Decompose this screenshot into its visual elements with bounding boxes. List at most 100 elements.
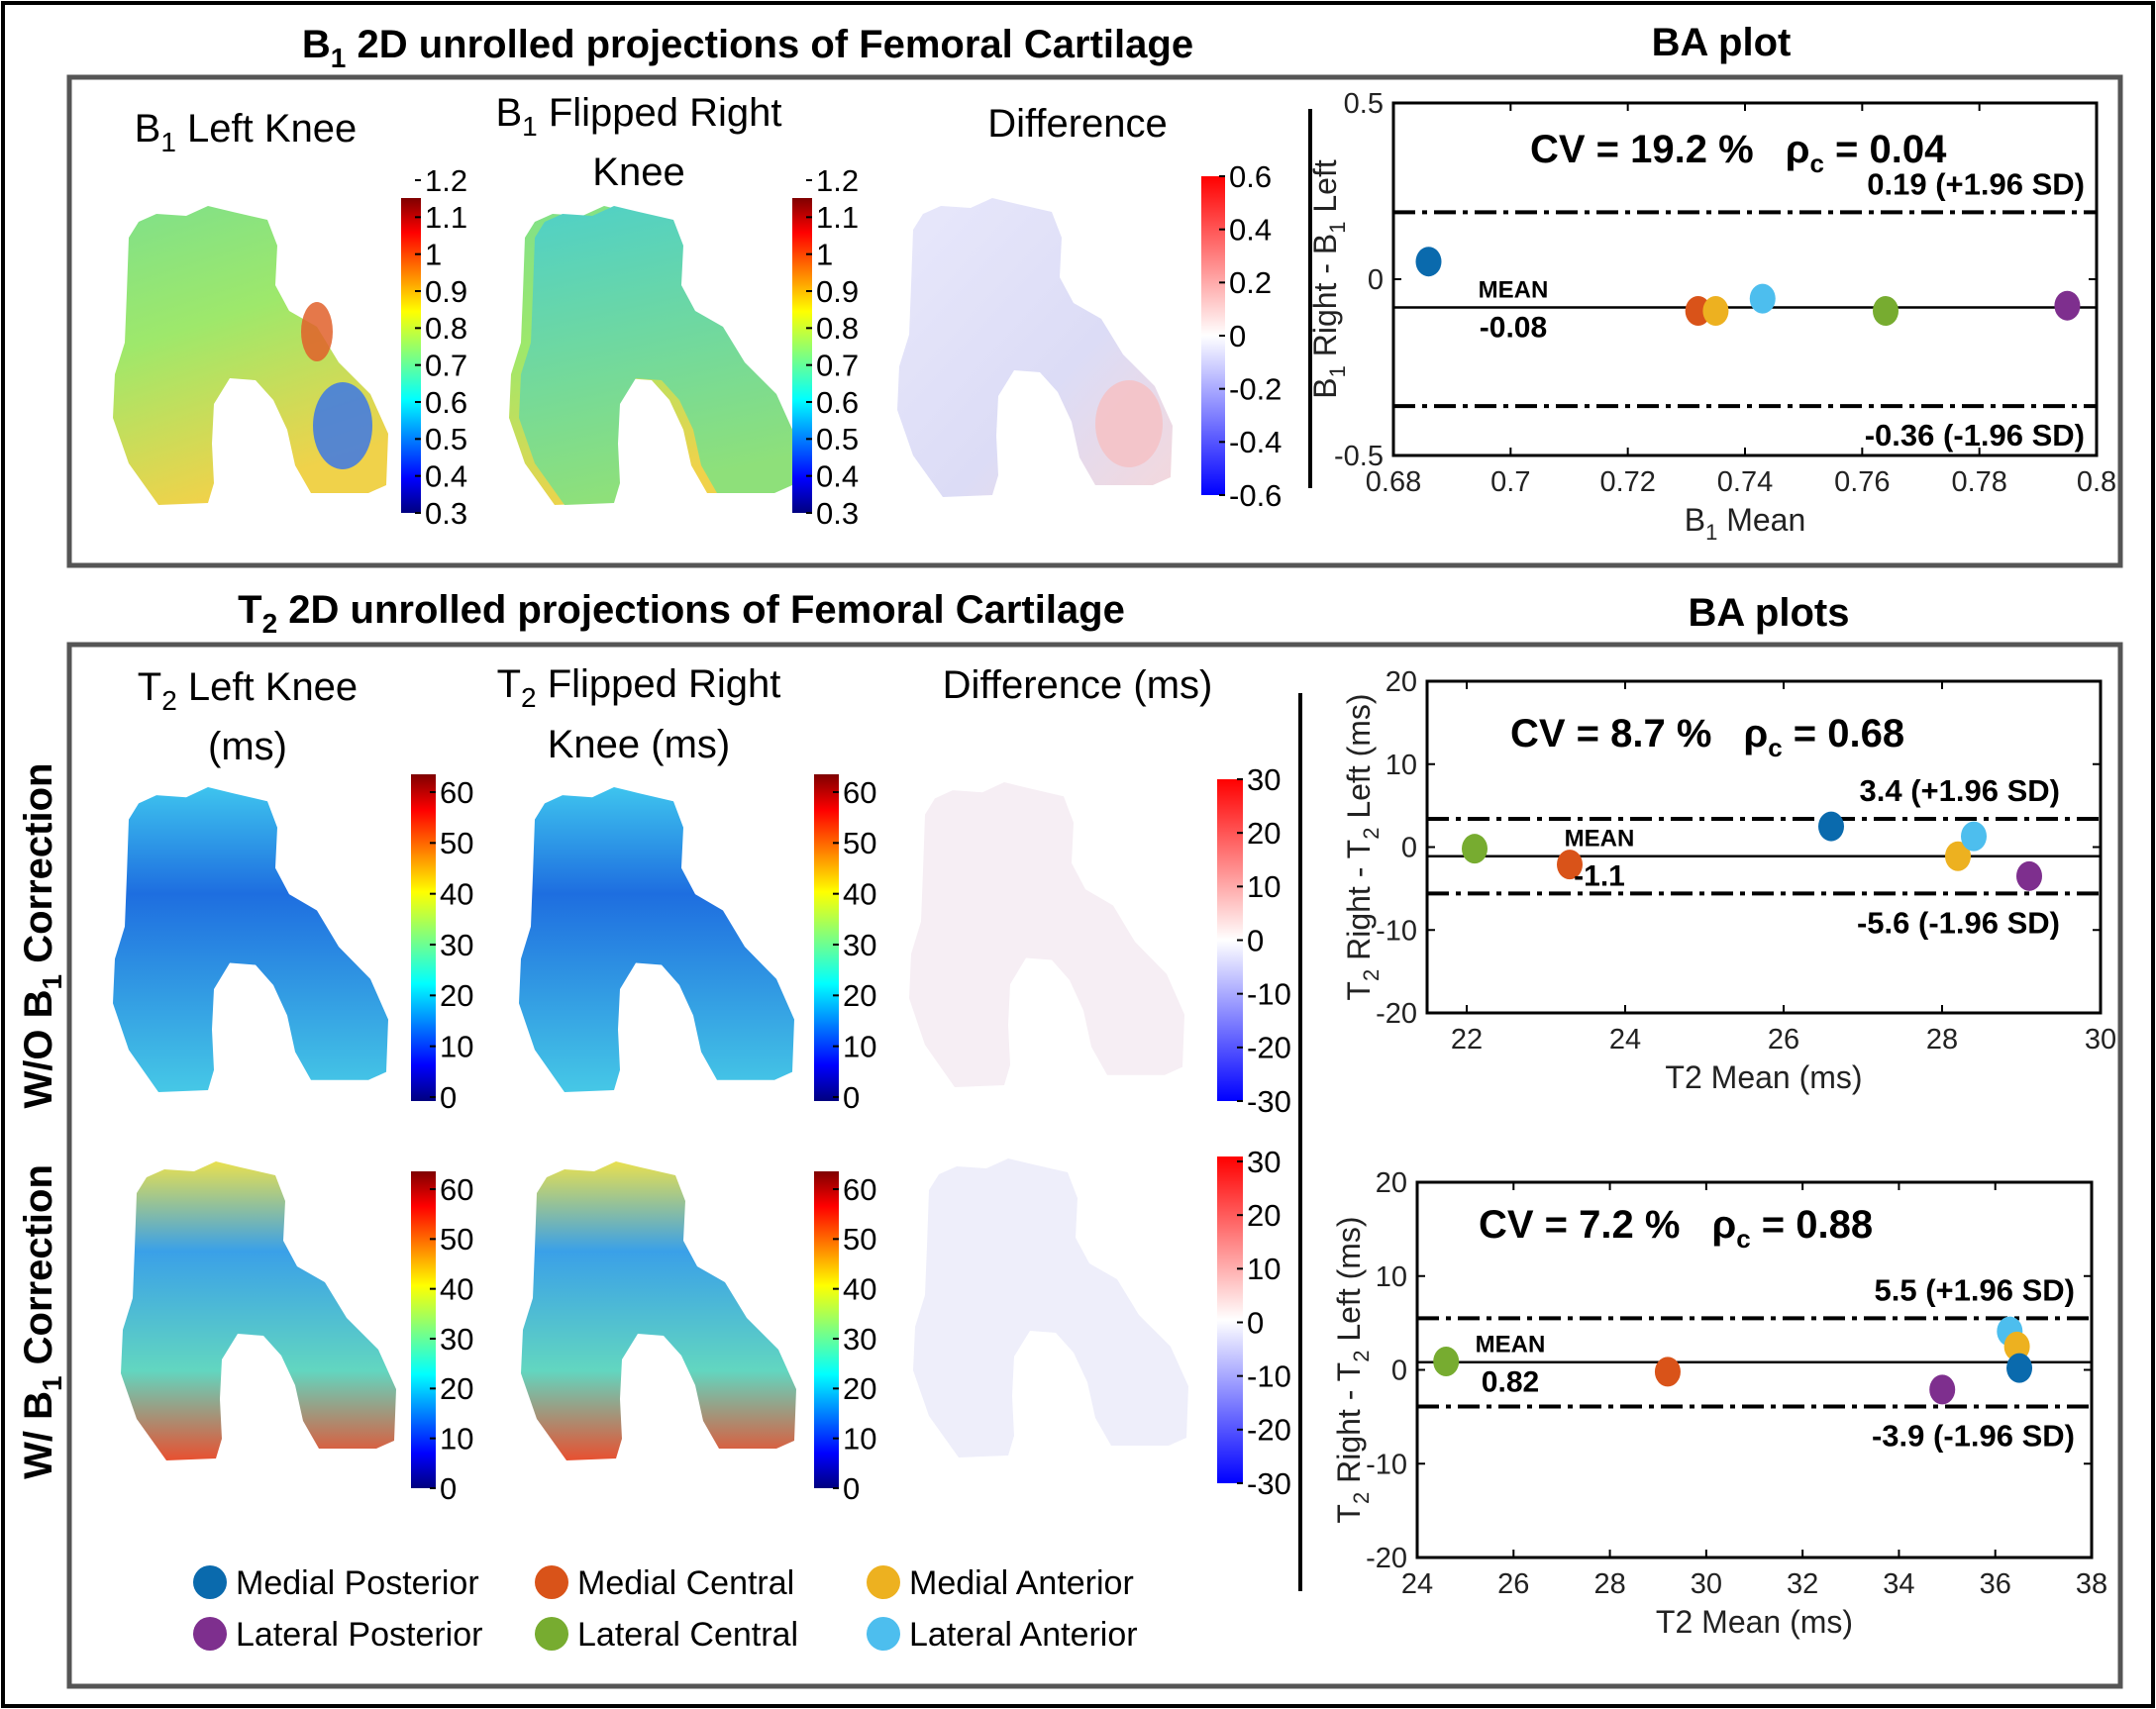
- ba-t2-wo-point: [1462, 834, 1488, 864]
- row-label-with-correction: W/ B1 Correction: [17, 1164, 67, 1479]
- cbar-t2-left-wo-tick-label: 10: [440, 1030, 473, 1064]
- cbar-b1-diff-tick-label: -0.2: [1229, 372, 1282, 407]
- cbar-b1-right-tick-label: 0.7: [816, 349, 859, 383]
- cbar-b1-diff-tick-label: 0.6: [1229, 159, 1272, 194]
- ba-t2-wo-xtick-label: 30: [2085, 1024, 2116, 1056]
- knee-map-t2-right-w: [521, 1161, 796, 1460]
- row-label-without-correction: W/O B1 Correction: [17, 763, 67, 1109]
- legend-label: Medial Posterior: [236, 1564, 479, 1602]
- map-title-t2-left: T2 Left Knee: [138, 665, 358, 716]
- colorbar-t2-right-w: 60 50 40 30 20 10 0: [814, 1171, 876, 1506]
- map-title-b1-right-line2: Knee: [592, 151, 684, 194]
- ba-t2-w-lower-label: -3.9 (-1.96 SD): [1872, 1418, 2075, 1453]
- ba-b1-xtick-label: 0.8: [2077, 466, 2116, 498]
- cbar-b1-left-tick-label: 0.3: [425, 496, 467, 531]
- cbar-b1-right-tick-label: 1: [816, 238, 833, 272]
- ba-t2-wo-upper-label: 3.4 (+1.96 SD): [1860, 773, 2060, 808]
- ba-b1-axes-box: [1391, 101, 2099, 457]
- ba-b1-point: [1749, 283, 1776, 314]
- cbar-b1-diff-tick-label: 0: [1229, 319, 1246, 353]
- legend-label: Lateral Central: [577, 1616, 798, 1654]
- cbar-t2-right-wo-tick-label: 50: [843, 826, 876, 860]
- map-title-t2-right: T2 Flipped Right: [497, 662, 781, 713]
- colorbar-b1-diff: 0.6 0.4 0.2 0 -0.2 -0.4 -0.6: [1201, 159, 1282, 513]
- ba-t2-w-point: [1433, 1346, 1460, 1376]
- cbar-t2-left-wo-tick-label: 50: [440, 826, 473, 860]
- cbar-b1-right-tick-label: 0.8: [816, 311, 859, 346]
- ba-t2-w-xtick-label: 30: [1691, 1568, 1722, 1600]
- cbar-t2-left-wo-tick-label: 0: [440, 1080, 457, 1115]
- legend-marker: [193, 1565, 227, 1599]
- ba-b1-xtick-label: 0.78: [1951, 466, 2006, 498]
- colorbar-t2-left-w: 60 50 40 30 20 10 0: [411, 1171, 473, 1506]
- ba-b1: 0.68 0.7 0.72 0.74 0.76 0.78 0.8 -0.5 0 0.5 B1 Mea…: [1307, 88, 2116, 545]
- ba-t2-wo-point: [1945, 841, 1971, 871]
- ba-t2-wo-xlabel: T2 Mean (ms): [1665, 1059, 1862, 1095]
- cbar-t2-right-w-tick-label: 0: [843, 1471, 860, 1506]
- bottom-ba-title: BA plots: [1689, 591, 1850, 635]
- colorbar-t2-diff-w: 30 20 10 0 -10 -20 -30: [1217, 1145, 1291, 1501]
- colorbar-t2-diff-wo: 30 20 10 0 -10 -20 -30: [1217, 762, 1291, 1119]
- cbar-t2-right-wo-tick-label: 40: [843, 877, 876, 912]
- knee-map-t2-right-wo: [519, 787, 794, 1093]
- cbar-b1-left-tick-label: 0.5: [425, 422, 467, 456]
- cbar-t2-left-wo-tick-label: 20: [440, 978, 473, 1013]
- ba-t2-w-ylabel: T2 Right - T2 Left (ms): [1331, 1216, 1374, 1523]
- cbar-b1-right-tick-label: 0.5: [816, 422, 859, 456]
- cbar-t2-left-w-tick-label: 10: [440, 1422, 473, 1457]
- ba-b1-xtick-label: 0.74: [1717, 466, 1773, 498]
- bottom-section-title: T2 2D unrolled projections of Femoral Ca…: [238, 588, 1125, 639]
- ba-t2-w-xtick-label: 38: [2076, 1568, 2107, 1600]
- ba-b1-ytick-label: -0.5: [1334, 441, 1384, 472]
- cbar-t2-right-wo-tick-label: 0: [843, 1080, 860, 1115]
- cbar-t2-left-w-tick-label: 20: [440, 1371, 473, 1406]
- ba-t2-wo-mean-label: MEAN: [1565, 826, 1635, 853]
- cbar-t2-diff-w-tick-label: -20: [1247, 1413, 1291, 1448]
- knee-map-b1-left: [113, 206, 388, 505]
- ba-t2-wo-lower-label: -5.6 (-1.96 SD): [1857, 905, 2060, 940]
- cbar-b1-diff-tick-label: -0.4: [1229, 425, 1282, 459]
- ba-t2-w-xlabel: T2 Mean (ms): [1656, 1604, 1853, 1640]
- ba-b1-point: [2054, 290, 2081, 321]
- cbar-t2-diff-w-tick-label: 0: [1247, 1305, 1264, 1340]
- legend-label: Medial Anterior: [909, 1564, 1134, 1602]
- ba-t2-w-ytick-label: 20: [1376, 1167, 1407, 1199]
- ba-b1-point: [1415, 247, 1442, 277]
- legend: Medial Posterior Medial Central Medial Ant…: [193, 1564, 1138, 1654]
- top-section-title: B1 2D unrolled projections of Femoral Ca…: [302, 23, 1193, 73]
- cbar-b1-left-tick-label: 1: [425, 238, 442, 272]
- legend-label: Lateral Anterior: [909, 1616, 1138, 1654]
- cbar-b1-right-tick-label: 0.6: [816, 385, 859, 420]
- ba-t2-w-point: [2006, 1353, 2033, 1383]
- cbar-t2-left-wo-tick-label: 40: [440, 877, 473, 912]
- cbar-t2-diff-wo-tick-label: 0: [1247, 923, 1264, 957]
- ba-t2-w-axes-box: [1415, 1180, 2094, 1559]
- ba-t2-w-mean-label: MEAN: [1476, 1332, 1546, 1358]
- ba-b1-upper-label: 0.19 (+1.96 SD): [1867, 166, 2085, 201]
- ba-b1-ylabel: B1 Right - B1 Left: [1307, 159, 1350, 399]
- legend-marker: [535, 1565, 568, 1599]
- ba-t2-wo-xtick-label: 28: [1926, 1024, 1958, 1056]
- ba-t2-wo-ytick-label: -10: [1376, 915, 1417, 947]
- colorbar-b1-right: 1.21.110.90.80.70.60.50.40.3: [792, 163, 859, 531]
- ba-t2-wo-stats: CV = 8.7 % ρc = 0.68: [1510, 712, 1904, 762]
- cbar-t2-left-w-tick-label: 50: [440, 1222, 473, 1257]
- cbar-t2-diff-wo-tick-label: 10: [1247, 869, 1281, 904]
- bottom-panel: [66, 642, 2123, 1689]
- cbar-b1-right-tick-label: 0.4: [816, 459, 859, 494]
- ba-t2-w-plot-area: [1417, 1316, 2092, 1409]
- cbar-t2-left-wo-tick-label: 60: [440, 775, 473, 810]
- ba-b1-xtick-label: 0.7: [1490, 466, 1530, 498]
- cbar-t2-left-w-tick-label: 40: [440, 1272, 473, 1307]
- cbar-b1-right-tick-label: 0.3: [816, 496, 859, 531]
- cbar-t2-right-w-tick-label: 50: [843, 1222, 876, 1257]
- cbar-b1-left-tick-label: 0.9: [425, 274, 467, 309]
- colorbar-t2-right-wo: 60 50 40 30 20 10 0: [814, 774, 876, 1115]
- ba-b1-ytick-label: 0.5: [1344, 88, 1384, 120]
- cbar-t2-right-wo-tick-label: 20: [843, 978, 876, 1013]
- ba-t2-wo-xtick-label: 24: [1609, 1024, 1641, 1056]
- ba-t2-wo-ytick-label: 0: [1401, 833, 1417, 864]
- map-title-b1-diff: Difference: [987, 102, 1168, 146]
- cbar-b1-diff-tick-label: 0.2: [1229, 265, 1272, 300]
- cbar-t2-right-wo-tick-label: 30: [843, 928, 876, 962]
